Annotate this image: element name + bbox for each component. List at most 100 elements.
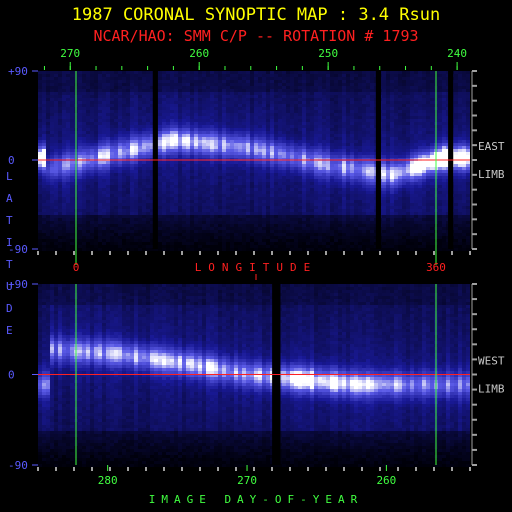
heatmap-cell bbox=[214, 167, 218, 170]
heatmap-cell bbox=[370, 92, 374, 95]
heatmap-cell bbox=[134, 77, 138, 80]
heatmap-cell bbox=[46, 74, 50, 77]
heatmap-cell bbox=[82, 83, 86, 86]
heatmap-cell bbox=[102, 119, 106, 122]
heatmap-cell bbox=[254, 194, 258, 197]
heatmap-cell bbox=[58, 128, 62, 131]
heatmap-cell bbox=[186, 206, 190, 209]
heatmap-cell bbox=[50, 89, 54, 92]
heatmap-cell bbox=[98, 170, 102, 173]
heatmap-cell bbox=[202, 155, 206, 158]
heatmap-cell bbox=[178, 101, 182, 104]
heatmap-cell bbox=[250, 131, 254, 134]
heatmap-cell bbox=[122, 245, 126, 248]
heatmap-cell bbox=[278, 113, 282, 116]
heatmap-cell bbox=[50, 185, 54, 188]
heatmap-cell bbox=[98, 206, 102, 209]
heatmap-cell bbox=[286, 80, 290, 83]
heatmap-cell bbox=[174, 236, 178, 239]
heatmap-cell bbox=[274, 101, 278, 104]
heatmap-cell bbox=[174, 197, 178, 200]
heatmap-cell bbox=[38, 134, 42, 137]
heatmap-cell bbox=[338, 77, 342, 80]
heatmap-cell bbox=[306, 248, 310, 251]
heatmap-cell bbox=[266, 185, 270, 188]
heatmap-cell bbox=[50, 146, 54, 149]
heatmap-cell bbox=[158, 227, 162, 230]
heatmap-cell bbox=[146, 194, 150, 197]
heatmap-cell bbox=[94, 245, 98, 248]
heatmap-cell bbox=[106, 179, 110, 182]
heatmap-cell bbox=[318, 224, 322, 227]
heatmap-cell bbox=[270, 245, 274, 248]
heatmap-cell bbox=[362, 119, 366, 122]
heatmap-cell bbox=[114, 224, 118, 227]
heatmap-cell bbox=[130, 224, 134, 227]
heatmap-cell bbox=[290, 140, 294, 143]
heatmap-cell bbox=[122, 206, 126, 209]
heatmap-cell bbox=[354, 227, 358, 230]
heatmap-cell bbox=[346, 245, 350, 248]
heatmap-cell bbox=[322, 236, 326, 239]
heatmap-cell bbox=[138, 239, 142, 242]
heatmap-cell bbox=[158, 143, 162, 146]
heatmap-cell bbox=[346, 191, 350, 194]
heatmap-cell bbox=[42, 86, 46, 89]
heatmap-cell bbox=[190, 104, 194, 107]
heatmap-cell bbox=[130, 242, 134, 245]
heatmap-cell bbox=[106, 161, 110, 164]
heatmap-cell bbox=[226, 218, 230, 221]
heatmap-cell bbox=[322, 176, 326, 179]
heatmap-cell bbox=[346, 77, 350, 80]
heatmap-cell bbox=[118, 161, 122, 164]
heatmap-cell bbox=[326, 89, 330, 92]
heatmap-cell bbox=[78, 161, 82, 164]
heatmap-cell bbox=[54, 170, 58, 173]
heatmap-cell bbox=[210, 185, 214, 188]
heatmap-cell bbox=[358, 179, 362, 182]
heatmap-cell bbox=[158, 131, 162, 134]
heatmap-cell bbox=[46, 155, 50, 158]
heatmap-cell bbox=[54, 134, 58, 137]
heatmap-cell bbox=[358, 233, 362, 236]
heatmap-cell bbox=[270, 233, 274, 236]
heatmap-cell bbox=[62, 239, 66, 242]
heatmap-cell bbox=[302, 221, 306, 224]
heatmap-cell bbox=[46, 209, 50, 212]
heatmap-cell bbox=[166, 170, 170, 173]
heatmap-cell bbox=[362, 92, 366, 95]
heatmap-cell bbox=[302, 200, 306, 203]
heatmap-cell bbox=[218, 188, 222, 191]
heatmap-cell bbox=[334, 164, 338, 167]
heatmap-cell bbox=[118, 233, 122, 236]
heatmap-cell bbox=[366, 101, 370, 104]
heatmap-cell bbox=[310, 104, 314, 107]
heatmap-cell bbox=[190, 77, 194, 80]
heatmap-cell bbox=[78, 152, 82, 155]
heatmap-cell bbox=[194, 71, 198, 74]
heatmap-cell bbox=[54, 245, 58, 248]
heatmap-cell bbox=[210, 71, 214, 74]
heatmap-cell bbox=[222, 215, 226, 218]
heatmap-cell bbox=[150, 77, 154, 80]
heatmap-cell bbox=[66, 80, 70, 83]
heatmap-cell bbox=[98, 164, 102, 167]
heatmap-cell bbox=[174, 89, 178, 92]
heatmap-cell bbox=[214, 149, 218, 152]
heatmap-cell bbox=[130, 119, 134, 122]
heatmap-cell bbox=[302, 182, 306, 185]
heatmap-cell bbox=[54, 146, 58, 149]
heatmap-cell bbox=[174, 152, 178, 155]
heatmap-cell bbox=[38, 236, 42, 239]
heatmap-cell bbox=[50, 77, 54, 80]
heatmap-cell bbox=[226, 209, 230, 212]
heatmap-cell bbox=[302, 233, 306, 236]
heatmap-cell bbox=[202, 191, 206, 194]
heatmap-cell bbox=[66, 206, 70, 209]
heatmap-cell bbox=[330, 233, 334, 236]
heatmap-cell bbox=[110, 212, 114, 215]
heatmap-cell bbox=[106, 104, 110, 107]
heatmap-cell bbox=[346, 194, 350, 197]
heatmap-cell bbox=[166, 98, 170, 101]
heatmap-cell bbox=[42, 122, 46, 125]
